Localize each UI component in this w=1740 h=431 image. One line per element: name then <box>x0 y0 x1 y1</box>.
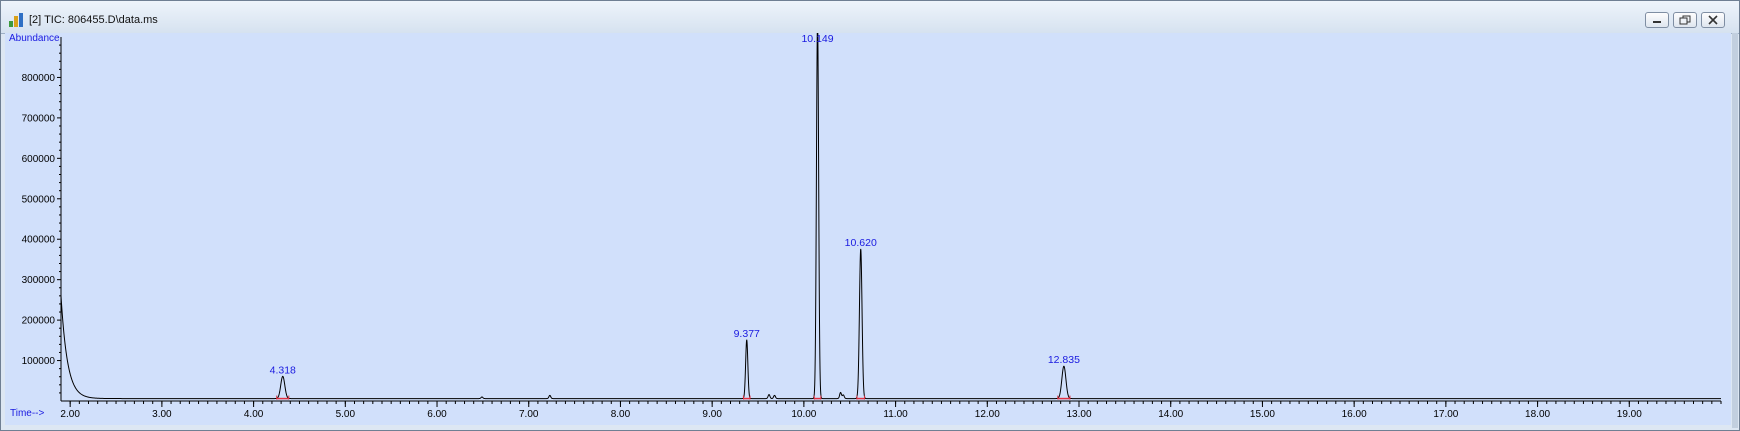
restore-icon <box>1679 15 1691 25</box>
minimize-button[interactable] <box>1645 12 1669 28</box>
peak-labels: 4.318 9.377 10.149 10.620 12.835 <box>270 33 1080 376</box>
x-tick-label: 12.00 <box>975 409 1000 420</box>
y-tick-label: 500000 <box>22 194 56 205</box>
x-tick-label: 4.00 <box>244 409 264 420</box>
peak-label: 12.835 <box>1048 354 1080 366</box>
integration-marks <box>276 395 1071 400</box>
y-axis-label: Abundance <box>9 33 60 44</box>
x-tick-label: 19.00 <box>1617 409 1642 420</box>
x-axis-label: Time--> <box>10 408 45 419</box>
y-tick-label: 600000 <box>22 154 56 165</box>
x-tick-label: 7.00 <box>519 409 539 420</box>
x-tick-label: 10.00 <box>791 409 816 420</box>
x-tick-label: 6.00 <box>427 409 447 420</box>
axis-ticks: 2.00 3.00 4.00 5.00 6.00 7.00 8.00 9.00 10.00 11.… <box>22 44 1722 420</box>
y-tick-label: 100000 <box>22 356 56 367</box>
scroll-edge <box>1732 33 1738 428</box>
y-tick-label: 700000 <box>22 113 56 124</box>
y-tick-label: 400000 <box>22 235 56 246</box>
x-tick-label: 17.00 <box>1433 409 1458 420</box>
close-button[interactable] <box>1701 12 1725 28</box>
x-tick-label: 13.00 <box>1066 409 1091 420</box>
tic-trace <box>60 33 1721 400</box>
title-bar[interactable]: [2] TIC: 806455.D\data.ms <box>1 1 1739 34</box>
y-tick-label: 800000 <box>22 73 56 84</box>
minimize-icon <box>1653 21 1661 23</box>
y-tick-label: 200000 <box>22 316 56 327</box>
peak-label: 9.377 <box>734 328 760 340</box>
chromatogram-app-icon <box>9 13 23 27</box>
restore-button[interactable] <box>1673 12 1697 28</box>
x-tick-label: 18.00 <box>1525 409 1550 420</box>
x-tick-label: 16.00 <box>1342 409 1367 420</box>
x-tick-label: 2.00 <box>60 409 80 420</box>
peak-label: 10.149 <box>801 33 833 45</box>
chromatogram-chart: Abundance Time--> 2.00 3.00 4.00 5.00 6.00 7.… <box>9 33 1722 420</box>
close-icon <box>1708 15 1718 25</box>
y-tick-label: 300000 <box>22 275 56 286</box>
x-tick-label: 11.00 <box>883 409 908 420</box>
x-tick-label: 8.00 <box>611 409 631 420</box>
chromatogram-plot[interactable]: Abundance Time--> 2.00 3.00 4.00 5.00 6.00 7.… <box>5 33 1731 425</box>
window-title: [2] TIC: 806455.D\data.ms <box>29 14 158 26</box>
x-tick-label: 15.00 <box>1250 409 1275 420</box>
x-tick-label: 5.00 <box>336 409 356 420</box>
peak-label: 4.318 <box>270 364 296 376</box>
x-tick-label: 3.00 <box>152 409 172 420</box>
x-tick-label: 14.00 <box>1158 409 1183 420</box>
x-tick-label: 9.00 <box>702 409 722 420</box>
peak-label: 10.620 <box>845 237 877 249</box>
